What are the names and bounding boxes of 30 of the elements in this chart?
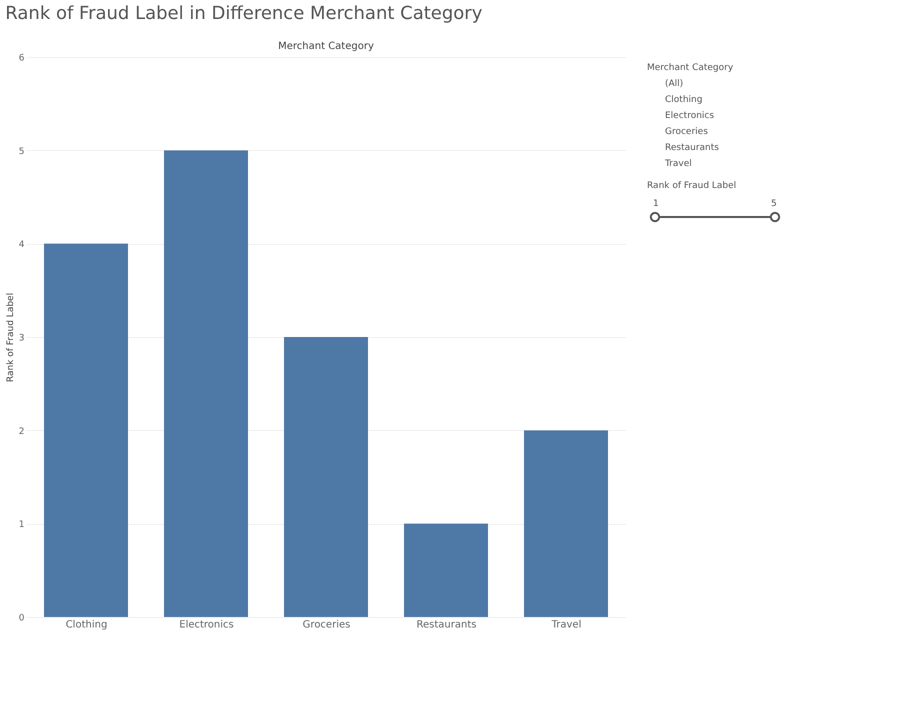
text: Groceries bbox=[665, 127, 708, 137]
y-tick-label: 4 bbox=[18, 240, 25, 250]
text: (All) bbox=[665, 79, 684, 89]
text: Rank of Fraud Label bbox=[647, 181, 736, 191]
bar bbox=[164, 150, 248, 617]
chart-title: Rank of Fraud Label in Difference Merchant Category bbox=[5, 3, 483, 24]
x-tick-label: Restaurants bbox=[416, 620, 476, 630]
y-tick-label: 5 bbox=[18, 146, 24, 157]
bar bbox=[524, 430, 608, 617]
text: Merchant Category bbox=[647, 63, 734, 73]
x-tick-label: Groceries bbox=[302, 620, 350, 630]
y-axis-title: Rank of Fraud Label bbox=[6, 292, 16, 382]
text: 5 bbox=[771, 199, 777, 209]
bar bbox=[404, 524, 488, 617]
text: Electronics bbox=[665, 111, 714, 121]
bar bbox=[284, 337, 368, 617]
text: Clothing bbox=[665, 95, 702, 105]
y-tick-label: 1 bbox=[18, 520, 24, 530]
x-axis-title: Merchant Category bbox=[278, 41, 374, 52]
text: Restaurants bbox=[665, 143, 720, 153]
x-tick-label: Travel bbox=[550, 620, 582, 630]
y-tick-label: 0 bbox=[18, 614, 25, 624]
y-tick-label: 6 bbox=[18, 54, 25, 64]
bar bbox=[44, 244, 128, 617]
x-tick-label: Electronics bbox=[179, 620, 234, 630]
y-tick-label: 3 bbox=[18, 334, 24, 344]
text: Travel bbox=[664, 159, 692, 169]
text: 1 bbox=[653, 199, 659, 209]
y-tick-label: 2 bbox=[18, 426, 24, 437]
x-tick-label: Clothing bbox=[66, 620, 108, 630]
